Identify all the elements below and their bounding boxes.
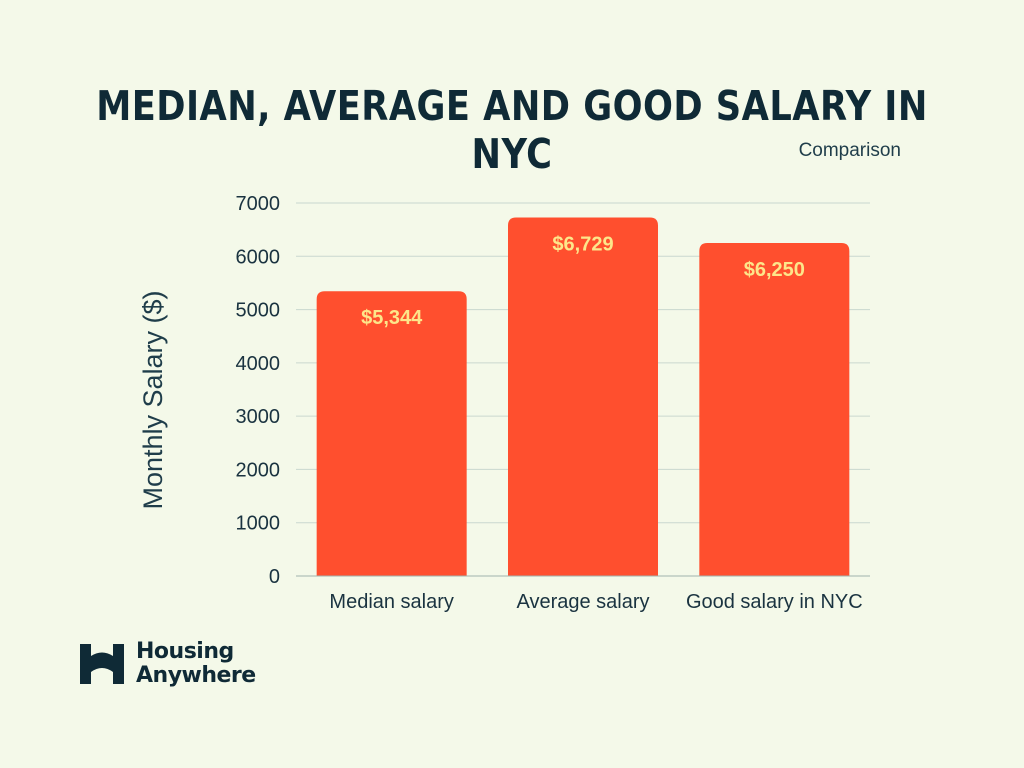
chart-title: MEDIAN, AVERAGE AND GOOD SALARY IN NYC [96, 82, 928, 178]
x-category-label: Good salary in NYC [686, 591, 863, 613]
y-tick-label: 0 [269, 566, 280, 588]
y-tick-label: 6000 [236, 246, 281, 268]
brand-line-1: Housing [136, 639, 234, 664]
x-category-label: Average salary [516, 591, 649, 613]
x-category-label: Median salary [329, 591, 454, 613]
bar-value-label: $5,344 [361, 307, 423, 329]
x-axis-categories: Median salary Average salary Good salary i… [329, 591, 862, 613]
bars [316, 217, 850, 576]
chart-subtitle: Comparison [798, 140, 901, 161]
y-tick-label: 2000 [236, 459, 281, 481]
y-axis-label: Monthly Salary ($) [138, 290, 168, 509]
y-tick-label: 1000 [236, 513, 281, 535]
y-tick-label: 3000 [236, 406, 281, 428]
y-tick-label: 4000 [236, 353, 281, 375]
data-labels: $5,344 $6,729 $6,250 [361, 233, 805, 329]
brand-name: Housing Anywhere [136, 640, 256, 688]
brand-logo: Housing Anywhere [78, 640, 256, 688]
bar [508, 217, 658, 576]
bridge-h-icon [80, 644, 124, 684]
y-tick-label: 7000 [236, 193, 281, 215]
bar-value-label: $6,250 [744, 259, 805, 281]
y-axis-ticks: 0 1000 2000 3000 4000 5000 6000 7000 [236, 193, 281, 588]
y-tick-label: 5000 [236, 300, 281, 322]
bar-value-label: $6,729 [552, 233, 613, 255]
bar [699, 242, 850, 576]
brand-line-2: Anywhere [136, 663, 256, 688]
bar [316, 291, 467, 576]
